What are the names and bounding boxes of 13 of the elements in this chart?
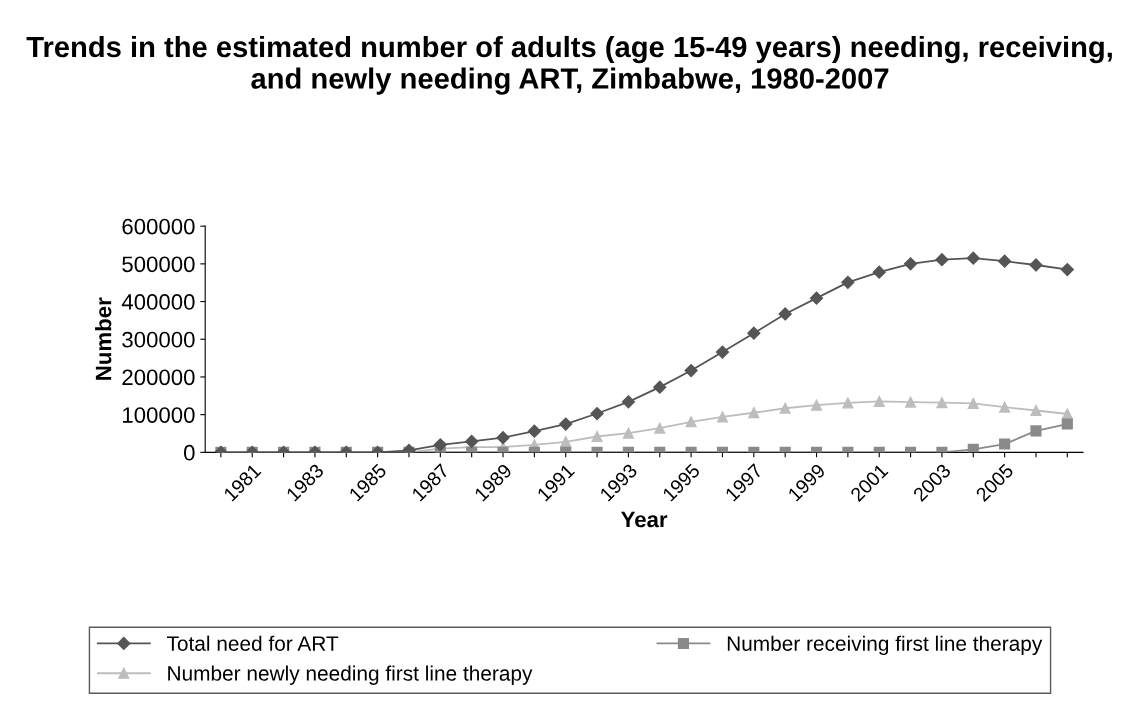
y-tick-label: 600000 bbox=[122, 218, 195, 235]
y-tick-label: 0 bbox=[183, 444, 195, 461]
y-tick-label: 500000 bbox=[122, 256, 195, 273]
legend-label: Total need for ART bbox=[166, 635, 339, 651]
y-tick-label: 100000 bbox=[123, 407, 195, 423]
y-tick-label: 200000 bbox=[122, 369, 195, 386]
chart-title: Trends in the estimated number of adults (age 15-49 years) needing, receiving, and newly needing ART, Zimbabwe, 1980-2007 bbox=[26, 35, 1112, 95]
y-tick-label: 300000 bbox=[122, 331, 195, 348]
legend-label: Number newly needing first line therapy bbox=[168, 665, 533, 685]
legend-label: Number receiving first line therapy bbox=[727, 635, 1043, 656]
y-axis-title: Number bbox=[95, 297, 112, 380]
y-tick-label: 400000 bbox=[121, 294, 195, 310]
x-axis-title: Year bbox=[621, 511, 668, 528]
